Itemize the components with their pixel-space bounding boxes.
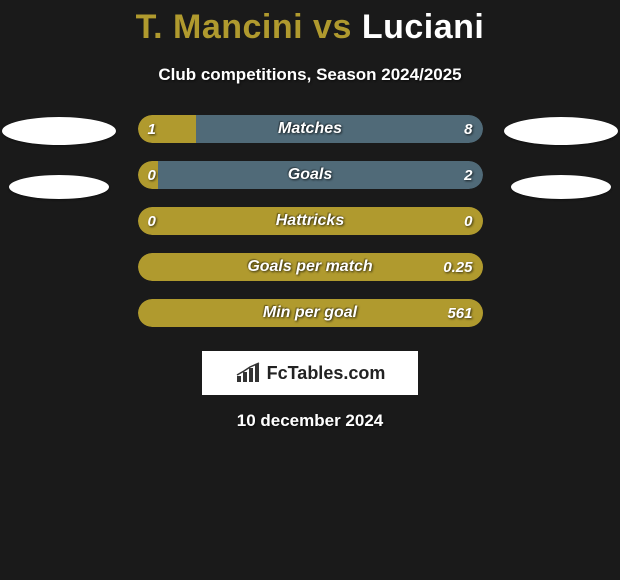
player2-name: Luciani bbox=[362, 8, 485, 46]
avatar-placeholder bbox=[9, 175, 109, 199]
vs-text: vs bbox=[313, 8, 352, 46]
bar-right-fill bbox=[196, 115, 482, 143]
snapshot-date: 10 december 2024 bbox=[0, 411, 620, 431]
bar-left-fill bbox=[138, 253, 483, 281]
bar-left-fill bbox=[138, 115, 197, 143]
avatar-placeholder bbox=[511, 175, 611, 199]
site-logo-text: FcTables.com bbox=[267, 363, 386, 384]
player1-name: T. Mancini bbox=[136, 8, 303, 46]
page-title: T. Mancini vs Luciani bbox=[0, 0, 620, 47]
bar-left-fill bbox=[138, 161, 159, 189]
avatar-placeholder bbox=[504, 117, 618, 145]
stat-bar: Goals02 bbox=[138, 161, 483, 189]
bar-right-fill bbox=[158, 161, 482, 189]
subtitle: Club competitions, Season 2024/2025 bbox=[0, 65, 620, 85]
bar-left-fill bbox=[138, 299, 483, 327]
bar-left-fill bbox=[138, 207, 483, 235]
bars-container: Matches18 Goals02 Hattricks00 Goals per mat… bbox=[138, 115, 483, 327]
stat-bar: Goals per match0.25 bbox=[138, 253, 483, 281]
stat-bar: Min per goal561 bbox=[138, 299, 483, 327]
left-avatar-group bbox=[0, 115, 124, 199]
barchart-icon bbox=[235, 362, 263, 384]
stat-bar: Hattricks00 bbox=[138, 207, 483, 235]
stat-bar: Matches18 bbox=[138, 115, 483, 143]
comparison-chart: Matches18 Goals02 Hattricks00 Goals per mat… bbox=[0, 115, 620, 327]
avatar-placeholder bbox=[2, 117, 116, 145]
site-logo: FcTables.com bbox=[202, 351, 418, 395]
right-avatar-group bbox=[496, 115, 620, 199]
